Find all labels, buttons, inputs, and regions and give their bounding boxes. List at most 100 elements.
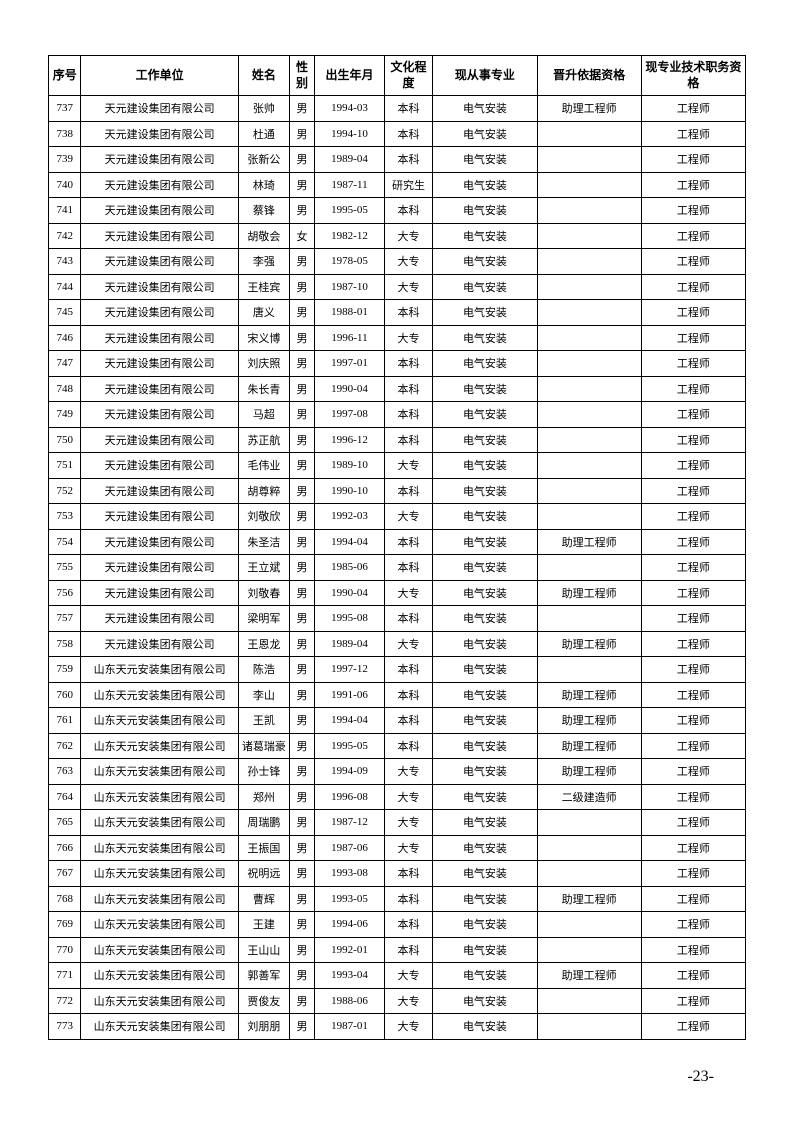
cell-edu: 本科	[384, 861, 433, 887]
cell-company: 天元建设集团有限公司	[81, 478, 238, 504]
cell-gender: 男	[289, 300, 314, 326]
table-row: 773山东天元安装集团有限公司刘朋朋男1987-01大专电气安装工程师	[49, 1014, 746, 1040]
cell-name: 胡尊粹	[238, 478, 289, 504]
cell-birth: 1982-12	[315, 223, 384, 249]
cell-company: 山东天元安装集团有限公司	[81, 759, 238, 785]
cell-basis	[537, 657, 641, 683]
table-row: 743天元建设集团有限公司李强男1978-05大专电气安装工程师	[49, 249, 746, 275]
cell-edu: 本科	[384, 402, 433, 428]
cell-edu: 大专	[384, 325, 433, 351]
cell-title: 工程师	[641, 223, 745, 249]
cell-basis	[537, 988, 641, 1014]
cell-gender: 男	[289, 682, 314, 708]
cell-birth: 1987-12	[315, 810, 384, 836]
cell-gender: 男	[289, 631, 314, 657]
cell-edu: 研究生	[384, 172, 433, 198]
cell-birth: 1994-04	[315, 708, 384, 734]
cell-gender: 男	[289, 657, 314, 683]
cell-seq: 771	[49, 963, 81, 989]
cell-basis	[537, 606, 641, 632]
cell-name: 王立斌	[238, 555, 289, 581]
cell-major: 电气安装	[433, 274, 537, 300]
cell-major: 电气安装	[433, 555, 537, 581]
cell-birth: 1993-08	[315, 861, 384, 887]
cell-basis	[537, 147, 641, 173]
cell-seq: 751	[49, 453, 81, 479]
cell-basis: 助理工程师	[537, 631, 641, 657]
cell-gender: 男	[289, 198, 314, 224]
cell-major: 电气安装	[433, 937, 537, 963]
cell-birth: 1988-06	[315, 988, 384, 1014]
cell-birth: 1992-01	[315, 937, 384, 963]
cell-major: 电气安装	[433, 529, 537, 555]
cell-seq: 769	[49, 912, 81, 938]
cell-name: 朱长青	[238, 376, 289, 402]
cell-seq: 739	[49, 147, 81, 173]
cell-company: 天元建设集团有限公司	[81, 147, 238, 173]
cell-seq: 756	[49, 580, 81, 606]
cell-birth: 1991-06	[315, 682, 384, 708]
cell-title: 工程师	[641, 580, 745, 606]
cell-major: 电气安装	[433, 198, 537, 224]
cell-gender: 男	[289, 886, 314, 912]
cell-basis	[537, 453, 641, 479]
table-row: 737天元建设集团有限公司张帅男1994-03本科电气安装助理工程师工程师	[49, 96, 746, 122]
cell-birth: 1987-10	[315, 274, 384, 300]
cell-major: 电气安装	[433, 784, 537, 810]
cell-major: 电气安装	[433, 121, 537, 147]
cell-name: 李强	[238, 249, 289, 275]
cell-title: 工程师	[641, 529, 745, 555]
cell-gender: 男	[289, 453, 314, 479]
cell-seq: 767	[49, 861, 81, 887]
cell-basis	[537, 300, 641, 326]
cell-major: 电气安装	[433, 453, 537, 479]
cell-edu: 大专	[384, 835, 433, 861]
cell-major: 电气安装	[433, 376, 537, 402]
cell-birth: 1990-04	[315, 376, 384, 402]
table-row: 764山东天元安装集团有限公司郑州男1996-08大专电气安装二级建造师工程师	[49, 784, 746, 810]
header-seq: 序号	[49, 56, 81, 96]
cell-basis	[537, 198, 641, 224]
cell-edu: 本科	[384, 886, 433, 912]
cell-title: 工程师	[641, 376, 745, 402]
cell-name: 蔡锋	[238, 198, 289, 224]
cell-birth: 1995-05	[315, 198, 384, 224]
data-table: 序号 工作单位 姓名 性别 出生年月 文化程度 现从事专业 晋升依据资格 现专业…	[48, 55, 746, 1040]
cell-gender: 男	[289, 784, 314, 810]
table-row: 760山东天元安装集团有限公司李山男1991-06本科电气安装助理工程师工程师	[49, 682, 746, 708]
cell-edu: 本科	[384, 478, 433, 504]
cell-company: 山东天元安装集团有限公司	[81, 708, 238, 734]
table-row: 749天元建设集团有限公司马超男1997-08本科电气安装工程师	[49, 402, 746, 428]
cell-birth: 1992-03	[315, 504, 384, 530]
table-row: 765山东天元安装集团有限公司周瑞鹏男1987-12大专电气安装工程师	[49, 810, 746, 836]
cell-major: 电气安装	[433, 708, 537, 734]
cell-name: 陈浩	[238, 657, 289, 683]
cell-birth: 1994-06	[315, 912, 384, 938]
cell-birth: 1996-11	[315, 325, 384, 351]
cell-gender: 男	[289, 555, 314, 581]
cell-seq: 744	[49, 274, 81, 300]
cell-major: 电气安装	[433, 96, 537, 122]
cell-seq: 759	[49, 657, 81, 683]
cell-seq: 762	[49, 733, 81, 759]
cell-company: 天元建设集团有限公司	[81, 580, 238, 606]
cell-name: 刘朋朋	[238, 1014, 289, 1040]
cell-gender: 男	[289, 861, 314, 887]
cell-gender: 男	[289, 376, 314, 402]
cell-basis: 二级建造师	[537, 784, 641, 810]
cell-basis	[537, 861, 641, 887]
cell-basis	[537, 810, 641, 836]
cell-major: 电气安装	[433, 963, 537, 989]
cell-company: 山东天元安装集团有限公司	[81, 937, 238, 963]
cell-company: 天元建设集团有限公司	[81, 555, 238, 581]
cell-gender: 男	[289, 274, 314, 300]
cell-name: 周瑞鹏	[238, 810, 289, 836]
cell-birth: 1994-03	[315, 96, 384, 122]
cell-name: 毛伟业	[238, 453, 289, 479]
cell-gender: 男	[289, 147, 314, 173]
cell-birth: 1993-05	[315, 886, 384, 912]
cell-gender: 男	[289, 937, 314, 963]
cell-basis: 助理工程师	[537, 682, 641, 708]
table-row: 762山东天元安装集团有限公司诸葛瑞豪男1995-05本科电气安装助理工程师工程…	[49, 733, 746, 759]
cell-major: 电气安装	[433, 912, 537, 938]
